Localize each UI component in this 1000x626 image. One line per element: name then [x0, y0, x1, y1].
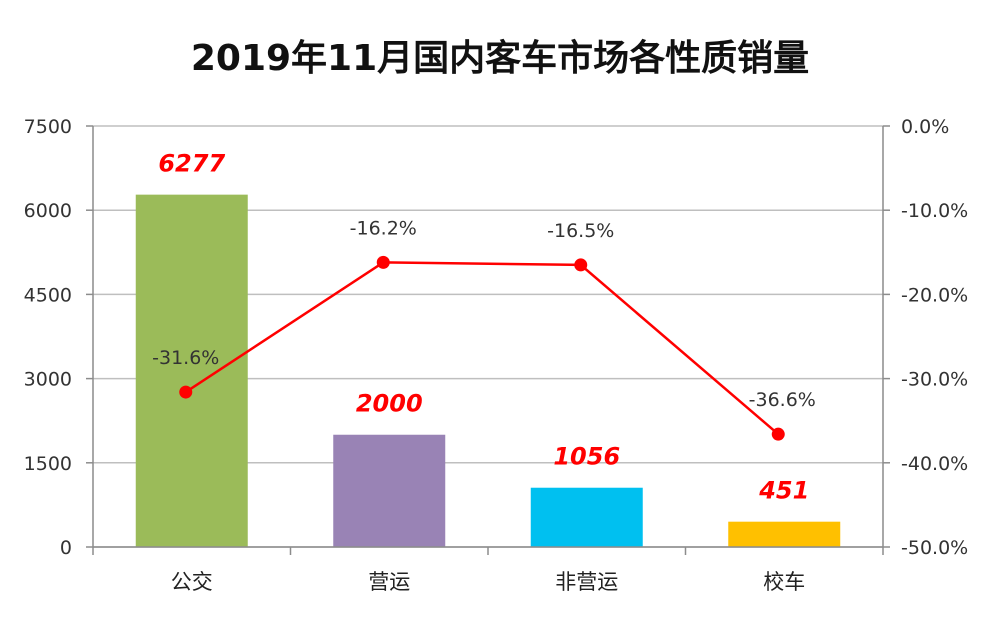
data-labels: 6277 2000 1056 451 -31.6% -16.2% -16.5% -36.6% — [152, 150, 816, 505]
right-tick-label: -10.0% — [901, 200, 968, 222]
bar-value-label: 2000 — [356, 390, 423, 418]
category-label: 公交 — [171, 570, 213, 594]
growth-line — [185, 261, 780, 436]
left-tick-label: 7500 — [24, 116, 72, 138]
left-tick-label: 3000 — [24, 369, 72, 391]
category-label: 非营运 — [555, 570, 618, 594]
bar — [333, 434, 446, 547]
growth-point — [771, 427, 785, 441]
left-tick-label: 1500 — [24, 453, 72, 475]
right-tick-label: -50.0% — [901, 537, 968, 559]
category-label: 校车 — [763, 570, 805, 594]
growth-line-series — [179, 255, 785, 441]
left-tick-label: 4500 — [24, 284, 72, 306]
right-tick-label: -20.0% — [901, 284, 968, 306]
chart-title: 2019年11月国内客车市场各性质销量 — [191, 38, 809, 79]
bar — [728, 521, 841, 547]
bar-value-label: 451 — [758, 477, 809, 505]
right-tick-label: -30.0% — [901, 369, 968, 391]
growth-label: -36.6% — [749, 389, 816, 411]
left-tick-label: 6000 — [24, 200, 72, 222]
growth-label: -31.6% — [152, 347, 219, 369]
growth-label: -16.2% — [350, 217, 417, 239]
growth-point — [376, 255, 390, 269]
bar-value-label: 1056 — [553, 443, 620, 471]
growth-point — [179, 385, 193, 399]
bar — [530, 487, 643, 547]
bar-series — [135, 194, 841, 547]
axes: 0 1500 3000 4500 6000 7500 0.0% -10.0% -20.0% -30… — [24, 116, 969, 594]
bar — [135, 194, 248, 547]
bar-value-label: 6277 — [158, 150, 225, 178]
left-tick-label: 0 — [60, 537, 72, 559]
right-tick-label: -40.0% — [901, 453, 968, 475]
category-label: 营运 — [368, 570, 410, 594]
growth-point — [574, 258, 588, 272]
growth-label: -16.5% — [547, 220, 614, 242]
right-tick-label: 0.0% — [901, 116, 949, 138]
